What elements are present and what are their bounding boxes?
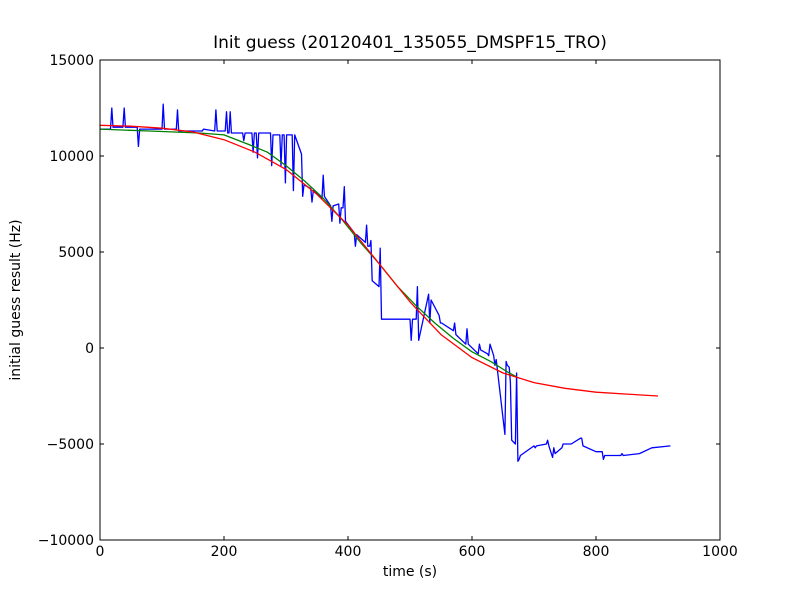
plot-frame <box>99 59 721 541</box>
tick-layer: 0 200 400 600 800 1000 −10000 −5000 0 5000 10000 15… <box>38 53 738 560</box>
y-tick-label: 15000 <box>49 53 94 69</box>
y-tick-label: −10000 <box>38 533 94 549</box>
x-axis-label: time (s) <box>383 564 437 580</box>
series-line-2 <box>99 128 517 378</box>
x-tick-label: 0 <box>96 544 105 560</box>
x-tick-label: 600 <box>459 544 486 560</box>
x-tick-label: 800 <box>583 544 610 560</box>
x-tick-label: 400 <box>335 544 362 560</box>
series-line-1 <box>100 103 671 462</box>
y-tick-label: 5000 <box>58 245 94 261</box>
y-axis-label: initial guess result (Hz) <box>8 219 24 380</box>
series-layer <box>99 103 671 462</box>
y-tick-label: 0 <box>85 341 94 357</box>
y-tick-label: 10000 <box>49 149 94 165</box>
x-tick-label: 1000 <box>702 544 738 560</box>
y-tick-label: −5000 <box>47 437 94 453</box>
series-line-3 <box>99 124 659 397</box>
x-tick-label: 200 <box>211 544 238 560</box>
chart-title: Init guess (20120401_135055_DMSPF15_TRO) <box>213 33 607 53</box>
